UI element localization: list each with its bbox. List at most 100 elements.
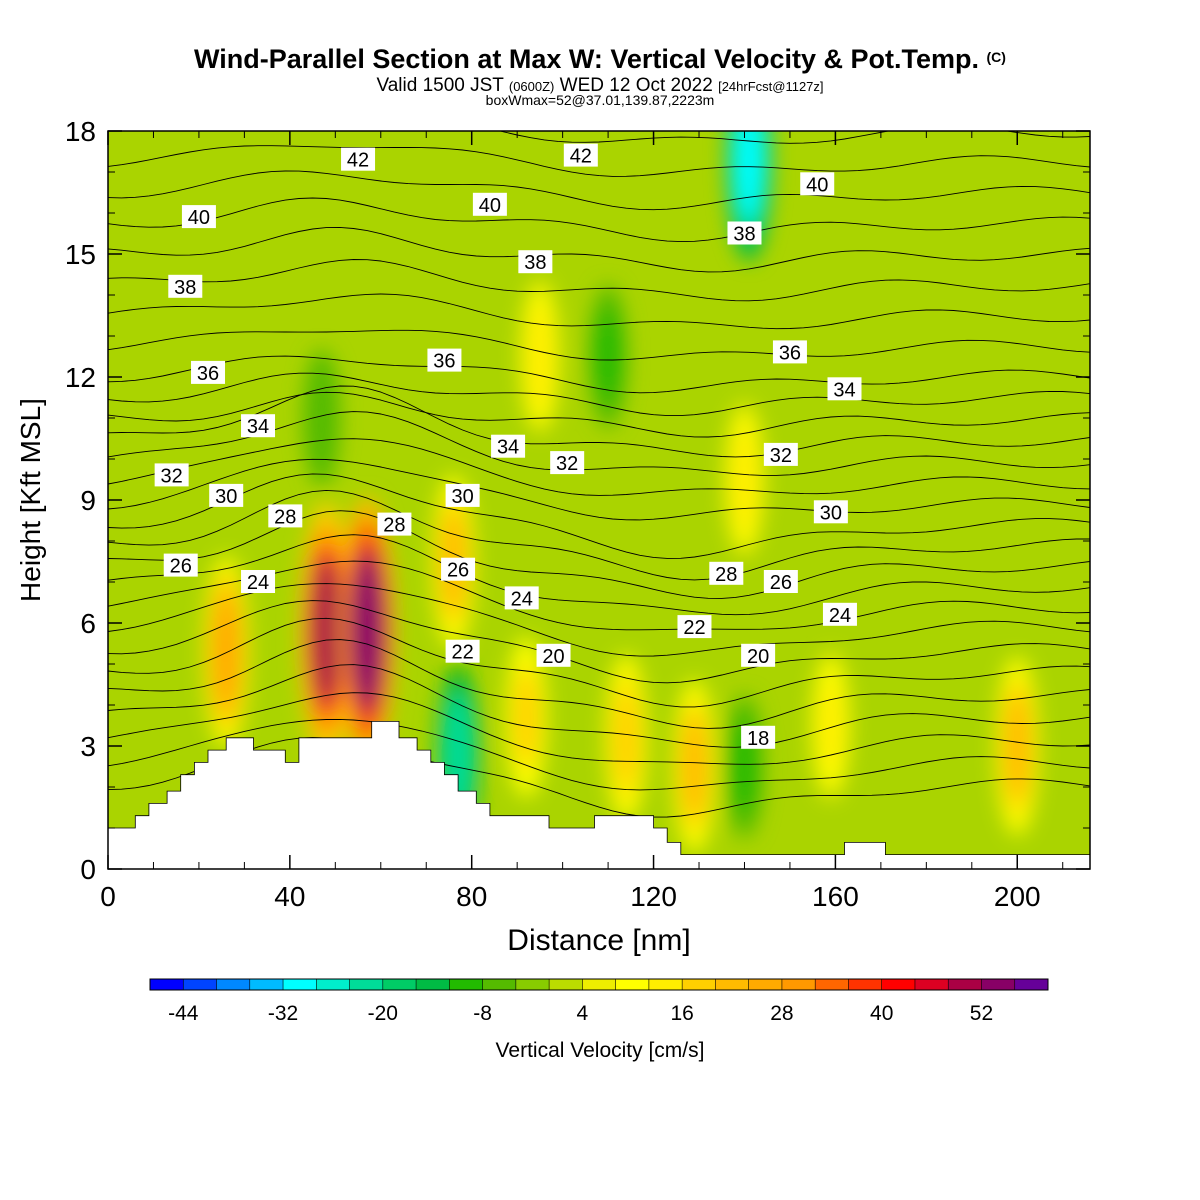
colorbar-swatch (848, 979, 883, 990)
terrain-mask (108, 721, 1090, 869)
contour-label-text: 42 (570, 146, 592, 168)
theta-contour-37 (108, 329, 1090, 361)
contour-label-32: 32 (550, 451, 585, 475)
contour-label-24: 24 (241, 570, 276, 594)
contour-label-bg (181, 205, 216, 229)
contour-label-32: 32 (154, 463, 189, 487)
colorbar-swatch (316, 979, 351, 990)
contour-label-text: 40 (806, 174, 828, 196)
contour-label-text: 22 (683, 617, 705, 639)
colorbar-swatch (183, 979, 218, 990)
colorbar-tick-label: 4 (577, 1002, 589, 1025)
colorbar-swatch (914, 979, 949, 990)
contour-label-bg (677, 615, 712, 639)
contour-label-bg (822, 602, 857, 626)
chart-title: Wind-Parallel Section at Max W: Vertical… (0, 44, 1200, 75)
contour-label-26: 26 (163, 553, 198, 578)
contour-label-bg (241, 570, 276, 593)
contour-label-text: 20 (542, 646, 564, 668)
colorbar-swatch (682, 979, 716, 990)
contour-label-text: 36 (779, 342, 801, 364)
contour-label-34: 34 (241, 414, 276, 438)
colorbar-swatch (948, 979, 982, 990)
theta-contour-19 (108, 692, 1090, 765)
colorbar-tick-label: 16 (670, 1002, 693, 1025)
contour-label-text: 38 (524, 252, 546, 274)
contour-label-40: 40 (181, 205, 216, 229)
contour-label-40: 40 (472, 192, 507, 217)
chart-subtitle: Valid 1500 JST (0600Z) WED 12 Oct 2022 [… (0, 75, 1200, 97)
contour-label-bg (518, 250, 553, 274)
contour-label-text: 26 (770, 572, 792, 594)
updraft-cell-7-level-3 (682, 715, 707, 818)
contour-label-bg (772, 340, 807, 364)
contour-label-text: 26 (170, 556, 192, 578)
contour-label-22: 22 (677, 615, 712, 639)
colorbar-swatch (981, 979, 1016, 990)
contour-label-bg (341, 147, 376, 171)
contour-label-38: 38 (518, 250, 553, 274)
colorbar-swatch (748, 979, 783, 990)
contour-label-bg (491, 434, 526, 458)
box-wmax-text: boxWmax=52@37.01,139.87,2223m (485, 92, 715, 108)
theta-contour-27 (108, 510, 1090, 599)
contour-label-text: 30 (451, 486, 473, 508)
y-tick-label: 6 (80, 608, 96, 639)
colorbar-tick-label: 40 (870, 1002, 893, 1025)
contour-label-text: 22 (451, 642, 473, 664)
contour-label-bg (504, 586, 539, 610)
colorbar-tick-label: -44 (168, 1002, 199, 1025)
downdraft-cell-3-level-3 (596, 314, 620, 399)
contour-label-40: 40 (800, 172, 835, 196)
contour-label-text: 32 (556, 453, 578, 475)
theta-contour-43 (108, 145, 1090, 177)
colorbar-swatch (549, 979, 583, 990)
contour-label-text: 36 (433, 351, 455, 373)
theta-contour-42 (108, 170, 1090, 211)
contour-label-bg (163, 553, 198, 577)
updraft-cell-1-level-3 (310, 555, 342, 707)
updraft-cell-10-level-3 (1004, 693, 1030, 799)
contour-label-42: 42 (563, 143, 598, 168)
contour-label-42: 42 (341, 147, 376, 172)
contour-label-bg (741, 643, 776, 667)
contour-label-30: 30 (209, 483, 244, 508)
updraft-cell-4-level-3 (514, 670, 539, 765)
contour-label-text: 40 (479, 195, 501, 217)
theta-contour-31 (108, 438, 1090, 496)
x-tick-label: 40 (274, 881, 305, 912)
theta-contour-21 (108, 639, 1090, 729)
contour-label-text: 18 (747, 728, 769, 750)
box-wmax-info: boxWmax=52@37.01,139.87,2223m (0, 92, 1200, 108)
contour-label-text: 26 (447, 560, 469, 582)
contour-label-bg (241, 414, 276, 438)
contour-label-38: 38 (168, 274, 203, 299)
x-tick-label: 80 (456, 881, 487, 912)
contour-label-bg (168, 274, 203, 298)
updraft-cell-6-level-3 (614, 688, 639, 787)
theta-contour-36 (108, 355, 1090, 394)
contour-label-bg (709, 561, 744, 585)
colorbar-swatch (349, 979, 384, 990)
colorbar-swatch (216, 979, 251, 990)
contour-label-30: 30 (813, 500, 848, 524)
contour-label-24: 24 (504, 586, 539, 610)
x-tick-label: 200 (994, 881, 1041, 912)
colorbar-tick-label: -32 (268, 1002, 298, 1025)
contour-label-36: 36 (427, 348, 462, 373)
contour-label-32: 32 (763, 442, 798, 467)
updraft-cell-2-level-3 (350, 552, 384, 710)
contour-label-text: 24 (829, 605, 851, 627)
contour-label-text: 20 (747, 646, 769, 668)
theta-contour-23 (108, 600, 1090, 684)
contour-label-bg (268, 504, 303, 528)
contour-label-bg (536, 643, 571, 667)
contour-label-bg (445, 483, 480, 507)
downdraft-cell-4-level-3 (310, 377, 333, 459)
contour-label-34: 34 (827, 377, 862, 401)
contour-label-text: 24 (247, 572, 269, 594)
contour-label-text: 38 (733, 224, 755, 246)
theta-contour-33 (108, 385, 1090, 458)
colorbar-swatch (615, 979, 650, 990)
